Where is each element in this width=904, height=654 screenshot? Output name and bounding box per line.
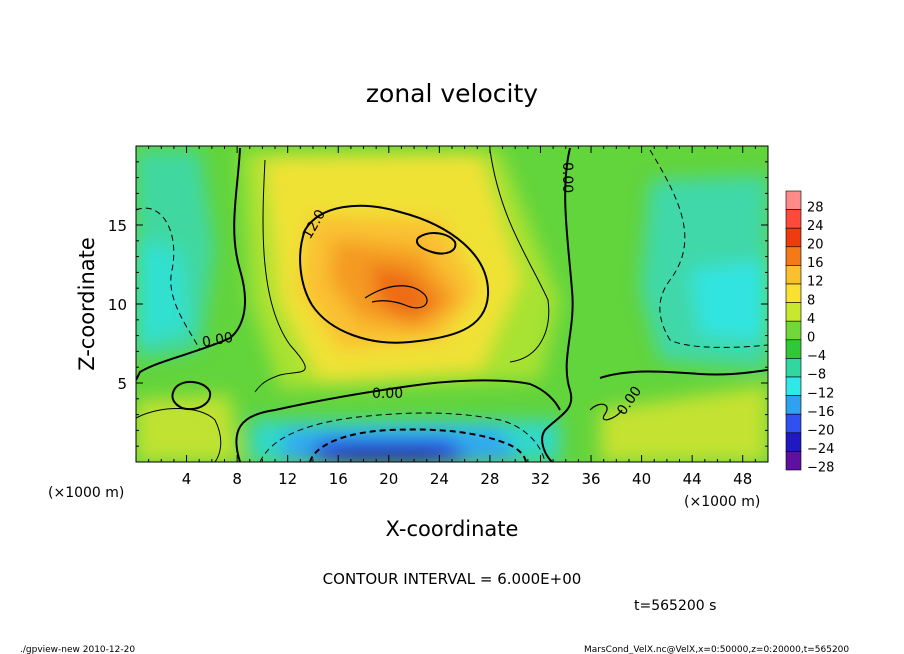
- y-tick-label-15: 15: [108, 217, 127, 235]
- field-yellow-lower-left: [136, 395, 240, 462]
- colorbar-label-12: 12: [807, 275, 824, 290]
- x-tick-label-32: 32: [531, 470, 550, 488]
- colorbar-label-16: 16: [807, 256, 824, 271]
- colorbar-label--12: −12: [807, 386, 834, 401]
- contour-label-zero-right: 0.00: [559, 162, 575, 193]
- x-axis-label: X-coordinate: [386, 517, 519, 541]
- x-tick-label-8: 8: [232, 470, 242, 488]
- colorbar-swatch-12: [785, 265, 802, 285]
- field-navy-core: [340, 450, 440, 462]
- contour-label-zero-lower: 0.00: [372, 386, 403, 402]
- chart-title: zonal velocity: [366, 79, 538, 108]
- x-tick-label-24: 24: [430, 470, 449, 488]
- colorbar-swatch--28: [785, 451, 802, 471]
- contour-zero-lower: [235, 379, 561, 462]
- x-unit-right: (×1000 m): [684, 494, 760, 510]
- colorbar-label--8: −8: [807, 368, 826, 383]
- colorbar-swatch-16: [785, 246, 802, 266]
- x-tick-label-20: 20: [379, 470, 398, 488]
- colorbar-swatch--8: [785, 358, 802, 378]
- contour-thin-mid: [254, 159, 306, 393]
- time-label: t=565200 s: [634, 598, 716, 614]
- x-tick-label-4: 4: [182, 470, 192, 488]
- colorbar-swatch-4: [785, 302, 802, 322]
- field-cyan-right-core: [690, 260, 768, 340]
- colorbar-swatch-24: [785, 209, 802, 229]
- contour-zero-right: [541, 147, 574, 462]
- colorbar-label-8: 8: [807, 293, 815, 308]
- colorbar-swatch--24: [785, 432, 802, 452]
- colorbar: 28 24 20 16 12 8 4 0 −4 −8 −12 −16 −20 −24 −28: [785, 190, 834, 476]
- colorbar-label-28: 28: [807, 200, 824, 215]
- colorbar-label-4: 4: [807, 312, 815, 327]
- colorbar-swatch--20: [785, 413, 802, 434]
- contour-dashed-left: [136, 207, 201, 351]
- y-tick-label-10: 10: [108, 296, 127, 314]
- colorbar-label--20: −20: [807, 424, 834, 439]
- colorbar-label--4: −4: [807, 349, 826, 364]
- contour-dashed-right: [649, 149, 768, 348]
- footer-right: MarsCond_VelX.nc@VelX,x=0:50000,z=0:2000…: [584, 645, 849, 654]
- contour-right-wavy: [599, 369, 768, 379]
- colorbar-swatch--4: [785, 339, 802, 359]
- x-tick-label-36: 36: [581, 470, 600, 488]
- x-tick-label-40: 40: [632, 470, 651, 488]
- contour-thin-mid-right: [489, 149, 550, 363]
- colorbar-swatch-0: [785, 320, 802, 341]
- x-unit-left: (×1000 m): [48, 485, 124, 501]
- y-axis-label: Z-coordinate: [75, 237, 99, 371]
- colorbar-label-20: 20: [807, 238, 824, 253]
- colorbar-label--24: −24: [807, 442, 834, 457]
- y-tick-label-5: 5: [117, 375, 127, 393]
- x-tick-label-16: 16: [329, 470, 348, 488]
- contour-small-loop: [416, 232, 457, 255]
- colorbar-swatch--16: [785, 395, 802, 415]
- contour-thin-left: [136, 408, 222, 462]
- colorbar-swatch-8: [785, 283, 802, 303]
- colorbar-label-0: 0: [807, 331, 815, 346]
- footer-left: ./gpview-new 2010-12-20: [20, 645, 135, 654]
- colorbar-swatch-28: [785, 190, 802, 210]
- contour-dashed-bottom-inner: [309, 428, 527, 462]
- colorbar-label--28: −28: [807, 461, 834, 476]
- field-cyan-left-mid: [136, 240, 190, 345]
- contour-loop-left: [171, 381, 212, 411]
- contour-zero-left: [136, 147, 246, 381]
- contour-interval: CONTOUR INTERVAL = 6.000E+00: [323, 570, 582, 588]
- colorbar-label--16: −16: [807, 405, 834, 420]
- contour-hook: [364, 285, 428, 309]
- field-yellow-lower-right: [600, 385, 768, 462]
- colorbar-swatch--12: [785, 376, 802, 396]
- colorbar-swatch-20: [785, 227, 802, 248]
- plot-area: 12.0 0.00 0.00 0.00 0.00: [136, 146, 768, 462]
- contour-dashed-bottom: [259, 412, 546, 462]
- x-tick-label-48: 48: [733, 470, 752, 488]
- x-tick-label-28: 28: [480, 470, 499, 488]
- colorbar-label-24: 24: [807, 219, 824, 234]
- x-tick-label-44: 44: [683, 470, 702, 488]
- contour-right-wiggle: [589, 403, 623, 421]
- contour-twelve: [299, 204, 490, 344]
- x-tick-label-12: 12: [278, 470, 297, 488]
- contour-label-zero-left: 0.00: [201, 330, 234, 351]
